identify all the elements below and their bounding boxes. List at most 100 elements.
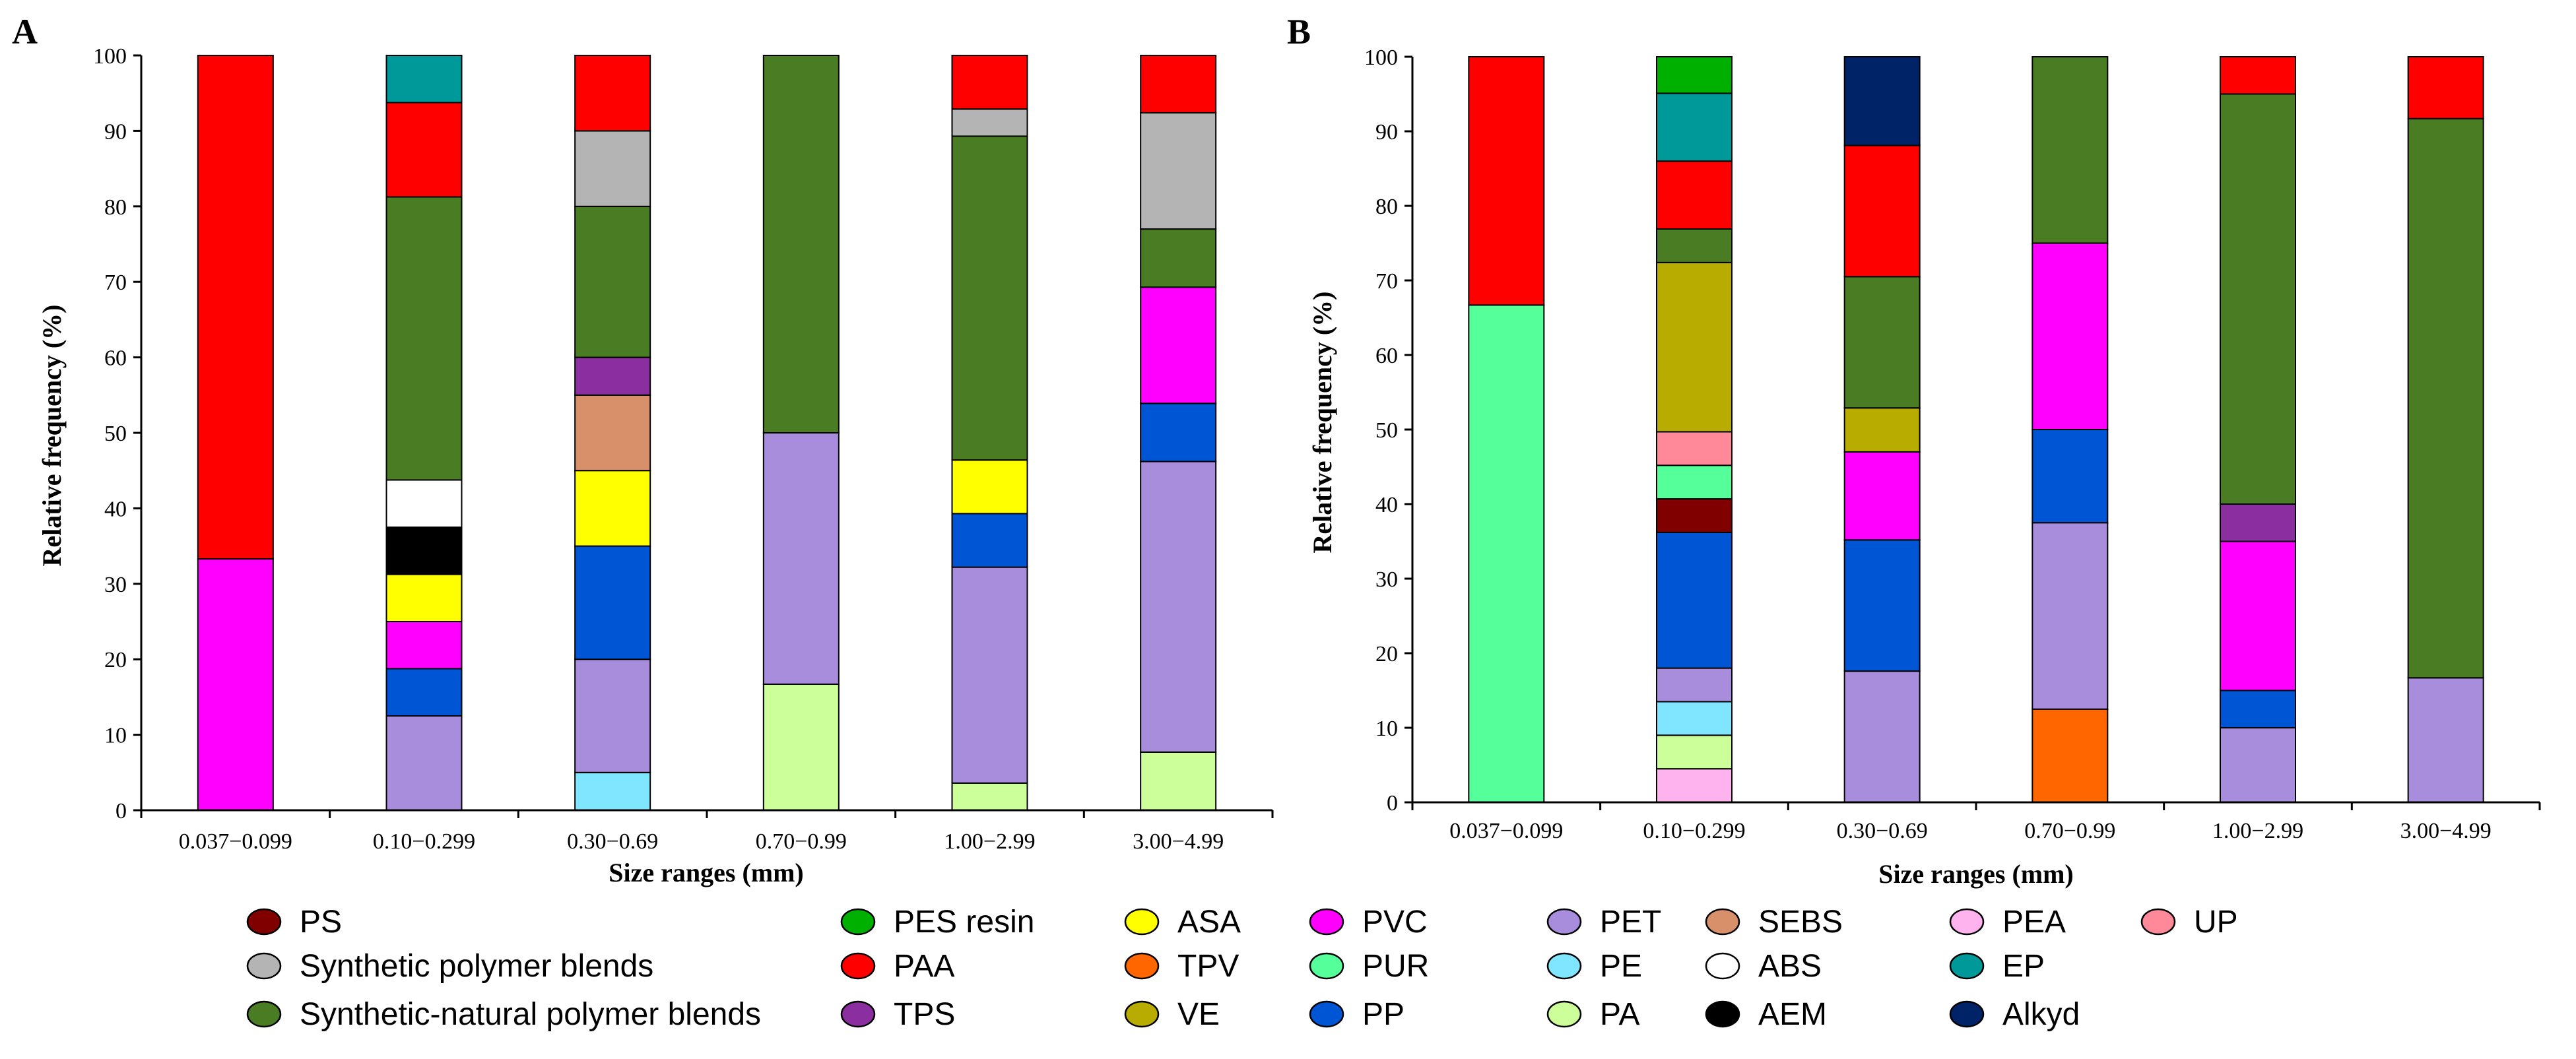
- panel-b-y-tick-label: 40: [1375, 493, 1398, 517]
- panel-a-bar-segment-sebs: [574, 394, 651, 472]
- panel-a-bar-segment-tps: [574, 356, 651, 396]
- legend-swatch-pes-resin: [840, 908, 876, 936]
- panel-a-bar-segment-paa: [1140, 55, 1217, 113]
- legend-item-pa: PA: [1546, 997, 1639, 1032]
- panel-b-bar-segment-synthetic-natural-polymer-blends: [2407, 117, 2484, 679]
- panel-b-bar-segment-tpv: [2031, 708, 2109, 803]
- legend-label: SEBS: [1758, 905, 1843, 940]
- panel-a-bar-segment-synthetic-natural-polymer-blends: [951, 135, 1028, 461]
- legend-item-pur: PUR: [1309, 949, 1429, 984]
- panel-a-bar-segment-synthetic-polymer-blends: [1140, 112, 1217, 230]
- panel-a-y-tick-label: 80: [104, 195, 127, 220]
- panel-a-bar-segment-pet: [385, 715, 463, 811]
- panel-b-y-tick-label: 80: [1375, 195, 1398, 219]
- legend-label: PP: [1362, 997, 1404, 1032]
- legend-item-pet: PET: [1546, 905, 1661, 940]
- legend-item-tpv: TPV: [1124, 949, 1239, 984]
- panel-a-y-tick-label: 10: [104, 724, 127, 748]
- panel-b-y-tick-label: 10: [1375, 717, 1398, 741]
- panel-a-bar-segment-synthetic-polymer-blends: [574, 130, 651, 207]
- legend-label: Synthetic polymer blends: [300, 949, 653, 984]
- legend-item-pp: PP: [1309, 997, 1404, 1032]
- legend-label: TPS: [894, 997, 955, 1032]
- panel-a-x-tick-label: 0.037−0.099: [179, 829, 292, 854]
- panel-a-y-tick-label: 90: [104, 119, 127, 144]
- legend-item-pvc: PVC: [1309, 905, 1428, 940]
- panel-b-x-axis-title: Size ranges (mm): [1878, 859, 2073, 889]
- panel-a-bar-segment-pa: [1140, 751, 1217, 811]
- legend-item-ep: EP: [1949, 949, 2045, 984]
- panel-b-bar-segment-up: [1656, 431, 1733, 466]
- legend-label: PUR: [1362, 949, 1429, 984]
- panel-a-bar-segment-synthetic-polymer-blends: [951, 108, 1028, 137]
- panel-b-bar-segment-pvc: [1843, 451, 1921, 541]
- panel-a-bar-segment-pa: [762, 683, 840, 812]
- panel-b-bar-segment-pp: [2220, 690, 2296, 728]
- legend-item-abs: ABS: [1705, 949, 1822, 984]
- panel-a-y-tick-label: 70: [104, 271, 127, 295]
- legend-item-pes-resin: PES resin: [840, 905, 1034, 940]
- panel-a-bar-segment-pvc: [1140, 286, 1217, 404]
- legend-item-synthetic-polymer-blends: Synthetic polymer blends: [246, 949, 653, 984]
- legend-item-alkyd: Alkyd: [1949, 997, 2080, 1032]
- panel-b-bar-segment-pp: [1843, 539, 1921, 672]
- panel-b-letter: B: [1287, 12, 1311, 51]
- panel-a-bars: [197, 55, 1217, 812]
- panel-b-bar-segment-pet: [1656, 667, 1733, 703]
- legend-swatch-pa: [1546, 1000, 1582, 1028]
- panel-a-y-ticks: 0 10 20 30 40 50 60 70 80 90 100: [93, 44, 141, 823]
- panel-b-bar-segment-alkyd: [1843, 56, 1921, 146]
- legend-swatch-ps: [246, 908, 282, 936]
- panel-a-bar-segment-pvc: [385, 621, 463, 670]
- panel-b-bar-segment-paa: [2220, 56, 2296, 95]
- panel-b-bar-segment-pur: [1468, 304, 1545, 804]
- panel-a-y-tick-label: 50: [104, 422, 127, 446]
- panel-b-bar-segment-pet: [2220, 727, 2296, 803]
- legend-swatch-pvc: [1309, 908, 1344, 936]
- legend-swatch-pea: [1949, 908, 1985, 936]
- legend-swatch-asa: [1124, 908, 1160, 936]
- legend-swatch-ep: [1949, 952, 1985, 980]
- panel-b-bar-segment-ve: [1656, 261, 1733, 433]
- panel-b-y-tick-label: 60: [1375, 344, 1398, 368]
- legend-swatch-tps: [840, 1000, 876, 1028]
- panel-b-x-tick-label: 0.10−0.299: [1643, 819, 1745, 843]
- panel-a-bar-segment-paa: [197, 55, 274, 560]
- legend-swatch-sebs: [1705, 908, 1740, 936]
- panel-b-y-tick-label: 50: [1375, 418, 1398, 443]
- legend-item-synthetic-natural-polymer-blends: Synthetic-natural polymer blends: [246, 997, 761, 1032]
- panel-b-bar-segment-pea: [1656, 768, 1733, 804]
- panel-b-bar-segment-pet: [1843, 670, 1921, 803]
- legend-label: PET: [1600, 905, 1661, 940]
- panel-a-y-axis-title: Relative frequency (%): [37, 305, 67, 567]
- legend-item-pea: PEA: [1949, 905, 2066, 940]
- legend-label: PEA: [2002, 905, 2066, 940]
- legend-swatch-pe: [1546, 952, 1582, 980]
- panel-a-bar-segment-pa: [951, 782, 1028, 812]
- panel-b-bar-segment-pet: [2031, 522, 2109, 710]
- panel-b-y-tick-label: 90: [1375, 120, 1398, 144]
- legend-swatch-pp: [1309, 1000, 1344, 1028]
- panel-a-bar-segment-paa: [385, 102, 463, 198]
- panel-a-bar-segment-pet: [574, 658, 651, 773]
- panel-a-y-tick-label: 60: [104, 346, 127, 371]
- legend-label: Synthetic-natural polymer blends: [300, 997, 761, 1032]
- legend-label: ASA: [1177, 905, 1241, 940]
- panel-b-bar-segment-pe: [1656, 701, 1733, 736]
- panel-a-x-tick-label: 0.30−0.69: [567, 829, 658, 854]
- legend-swatch-synthetic-natural-polymer-blends: [246, 1000, 282, 1028]
- panel-b-bar-segment-pur: [1656, 465, 1733, 500]
- legend-item-up: UP: [2140, 905, 2238, 940]
- legend-item-pe: PE: [1546, 949, 1642, 984]
- panel-a-x-tick-label: 3.00−4.99: [1133, 829, 1224, 854]
- panel-a-x-tick-label: 0.70−0.99: [756, 829, 847, 854]
- panel-b-bar-segment-paa: [1656, 160, 1733, 230]
- panel-b-y-ticks: 0 10 20 30 40 50 60 70 80 90 100: [1364, 46, 1412, 816]
- legend-label: Alkyd: [2002, 997, 2080, 1032]
- panel-a-letter: A: [12, 12, 38, 51]
- legend-swatch-synthetic-polymer-blends: [246, 952, 282, 980]
- panel-a-x-tick-label: 0.10−0.299: [373, 829, 475, 854]
- legend-item-aem: AEM: [1705, 997, 1827, 1032]
- panel-a-x-axis-title: Size ranges (mm): [609, 858, 803, 887]
- legend-label: PES resin: [894, 905, 1034, 940]
